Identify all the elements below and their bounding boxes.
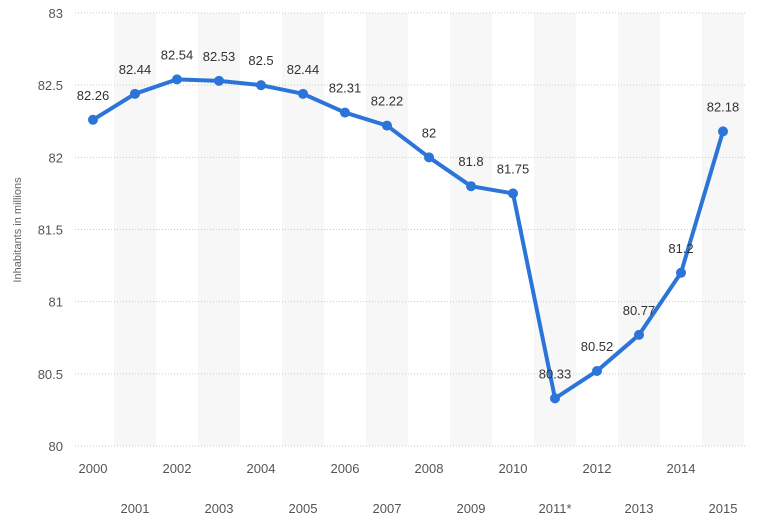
- y-tick-label: 81.5: [38, 223, 63, 238]
- data-point: [298, 88, 308, 99]
- data-label: 80.33: [539, 366, 572, 381]
- x-tick-label: 2004: [247, 461, 276, 476]
- data-label: 82.54: [161, 47, 194, 62]
- data-point: [88, 114, 98, 125]
- x-tick-label: 2011*: [538, 501, 571, 516]
- x-tick-label: 2003: [205, 501, 234, 516]
- data-point: [340, 107, 350, 118]
- data-labels: 82.26 82.44 82.54 82.53 82.5 82.44 82.31 82.22 8…: [77, 47, 740, 381]
- data-label: 82.5: [248, 53, 273, 68]
- data-point: [466, 181, 476, 192]
- data-label: 81.2: [668, 241, 693, 256]
- data-label: 80.52: [581, 339, 614, 354]
- data-point: [130, 88, 140, 99]
- data-label: 81.8: [458, 154, 483, 169]
- x-tick-label: 2000: [79, 461, 108, 476]
- y-tick-label: 82.5: [38, 78, 63, 93]
- y-tick-label: 80.5: [38, 367, 63, 382]
- grid-lines: [75, 12, 747, 447]
- y-tick-label: 81: [49, 295, 63, 310]
- y-tick-label: 83: [49, 6, 63, 21]
- y-axis-ticks: 80 80.5 81 81.5 82 82.5 83: [38, 6, 63, 454]
- y-tick-label: 82: [49, 150, 63, 165]
- x-tick-label: 2008: [415, 461, 444, 476]
- x-tick-label: 2010: [499, 461, 528, 476]
- data-label: 82.44: [119, 62, 152, 77]
- data-label: 82.26: [77, 88, 110, 103]
- data-label: 82.53: [203, 49, 236, 64]
- data-label: 82.31: [329, 81, 362, 96]
- data-point: [718, 126, 728, 137]
- data-label: 82.22: [371, 94, 404, 109]
- data-point: [634, 329, 644, 340]
- data-point: [550, 393, 560, 404]
- x-tick-label: 2002: [163, 461, 192, 476]
- x-tick-label: 2013: [625, 501, 654, 516]
- x-axis-ticks: 2000 2001 2002 2003 2004 2005 2006 2007 2008 2009…: [79, 461, 738, 516]
- data-points: [88, 74, 728, 404]
- data-point: [424, 152, 434, 163]
- series-line-path: [91, 77, 725, 401]
- x-tick-label: 2015: [709, 501, 738, 516]
- x-tick-label: 2006: [331, 461, 360, 476]
- y-tick-label: 80: [49, 439, 63, 454]
- x-tick-label: 2014: [667, 461, 696, 476]
- data-label: 82.44: [287, 62, 320, 77]
- y-axis-label: Inhabitants in millions: [12, 177, 24, 283]
- data-label: 82.18: [707, 99, 740, 114]
- data-label: 80.77: [623, 303, 656, 318]
- data-point: [508, 188, 518, 199]
- data-point: [592, 365, 602, 376]
- x-tick-label: 2012: [583, 461, 612, 476]
- x-tick-label: 2001: [121, 501, 150, 516]
- data-label: 82: [422, 125, 436, 140]
- data-point: [382, 120, 392, 131]
- x-tick-label: 2005: [289, 501, 318, 516]
- data-point: [214, 75, 224, 86]
- data-point: [676, 267, 686, 278]
- x-tick-label: 2009: [457, 501, 486, 516]
- data-label: 81.75: [497, 161, 530, 176]
- data-point: [172, 74, 182, 85]
- data-point: [256, 80, 266, 91]
- x-tick-label: 2007: [373, 501, 402, 516]
- series-line: [91, 77, 725, 401]
